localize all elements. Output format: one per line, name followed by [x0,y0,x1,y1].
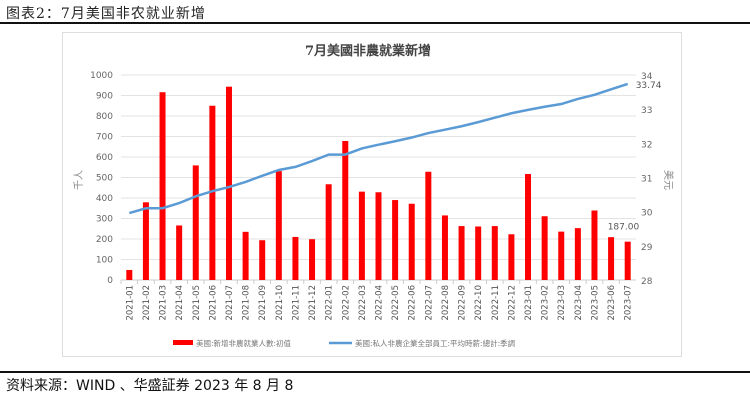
bar [259,240,266,280]
bar [541,216,548,280]
x-tick-label: 2023-02 [541,285,551,321]
x-tick-label: 2022-06 [408,285,418,321]
line-data-label: 33.74 [636,81,662,91]
x-tick-label: 2021-06 [208,285,218,321]
x-tick-label: 2021-01 [125,285,135,321]
x-tick-label: 2023-03 [557,285,567,321]
x-tick-label: 2023-06 [607,285,617,321]
y-left-tick-label: 0 [107,276,113,286]
y-left-tick-label: 700 [96,133,113,143]
y-right-tick-label: 30 [641,209,653,219]
bar [525,174,532,280]
bar [508,234,515,280]
bar [275,171,282,280]
bar [425,171,432,280]
bar [591,210,598,280]
bar [242,231,249,280]
bar [176,225,183,280]
figure-caption: 图表2：7月美国非农就业新增 [6,6,206,22]
x-tick-label: 2022-09 [458,285,468,321]
bar [392,200,399,280]
y-left-label: 千人 [73,170,85,190]
bar-data-label: 187.00 [608,223,640,233]
x-tick-label: 2021-02 [142,285,152,321]
bar [225,86,232,280]
x-tick-label: 2022-10 [474,285,484,321]
x-tick-label: 2021-12 [308,285,318,321]
y-left-tick-label: 800 [96,112,113,122]
x-tick-label: 2022-04 [375,285,385,321]
x-tick-label: 2021-09 [258,285,268,321]
y-left-tick-label: 100 [96,256,113,266]
bar [325,184,332,280]
y-right-label: 美元 [662,170,675,190]
legend-bar-label: 美國:新增非農就業人數:初值 [196,338,292,348]
bar [408,203,415,280]
bar [292,236,299,280]
bar [574,228,581,280]
legend-line-label: 美國:私人非農企業全部員工:平均時薪:總計:季調 [355,338,515,348]
x-tick-label: 2022-12 [507,285,517,321]
bar [309,239,316,280]
x-tick-label: 2021-05 [192,285,202,321]
x-tick-label: 2022-02 [341,285,351,321]
bar [159,92,166,280]
y-left-tick-label: 300 [96,215,113,225]
bar [342,141,349,280]
y-right-tick-label: 29 [641,243,653,253]
bar [375,192,382,280]
y-left-tick-label: 400 [96,194,113,204]
top-rule [0,22,750,24]
y-right-tick-label: 32 [641,140,652,150]
bar [358,191,365,280]
bar [441,215,448,280]
x-tick-label: 2021-03 [159,285,169,321]
x-tick-label: 2021-10 [275,285,285,321]
bar [458,226,465,280]
y-right-tick-label: 28 [641,277,653,287]
x-tick-label: 2021-04 [175,285,185,321]
x-tick-label: 2021-07 [225,285,235,321]
bar [558,231,565,280]
x-tick-label: 2021-11 [291,285,301,321]
bar [142,202,149,280]
x-tick-label: 2022-03 [358,285,368,321]
bar [491,226,498,280]
bar [624,241,631,280]
legend-bar-swatch [173,340,193,345]
x-tick-label: 2023-04 [574,285,584,321]
chart-frame [62,32,682,357]
wage-line [128,82,629,215]
y-left-tick-label: 200 [96,235,113,245]
bar [126,269,133,280]
y-right-tick-label: 31 [641,175,652,185]
x-tick-label: 2022-07 [424,285,434,321]
x-tick-label: 2022-08 [441,285,451,321]
y-left-tick-label: 900 [96,92,113,102]
bar [608,237,615,280]
x-tick-label: 2023-07 [624,285,634,321]
x-tick-label: 2022-01 [325,285,335,321]
y-left-tick-label: 1000 [90,71,113,81]
x-tick-label: 2022-05 [391,285,401,321]
y-left-tick-label: 600 [96,153,113,163]
bar [192,165,199,280]
x-tick-label: 2022-11 [491,285,501,321]
y-left-tick-label: 500 [96,174,113,184]
bar [209,105,216,280]
bottom-rule [0,371,750,373]
y-right-tick-label: 33 [641,106,652,116]
x-tick-label: 2021-08 [242,285,252,321]
source-note: 资料来源：WIND 、华盛証券 2023 年 8 月 8 [6,378,294,394]
x-tick-label: 2023-01 [524,285,534,321]
x-tick-label: 2023-05 [590,285,600,321]
y-right-tick-label: 34 [641,72,653,82]
chart-title: 7月美國非農就業新增 [305,43,431,59]
bar [475,226,482,280]
